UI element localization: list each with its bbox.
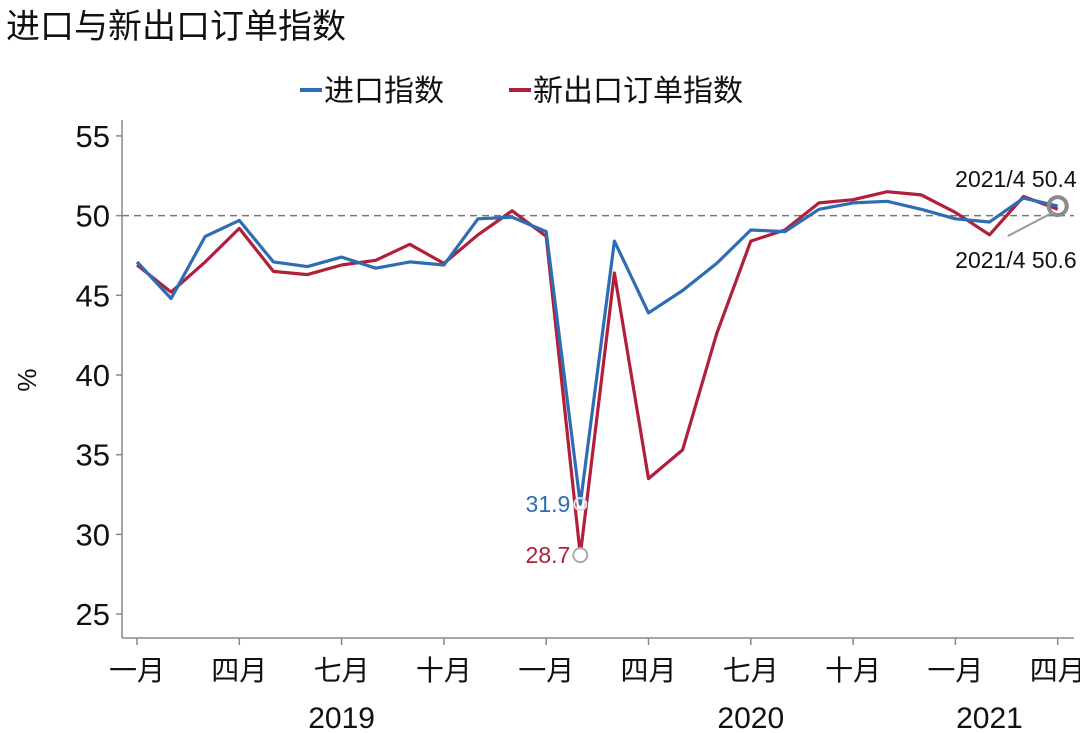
- min-marker-import: [573, 497, 588, 512]
- legend-label-import: 进口指数: [324, 74, 444, 109]
- year-label: 2020: [717, 702, 784, 733]
- x-tick-label: 七月: [314, 654, 370, 687]
- y-tick-label: 55: [76, 119, 110, 154]
- annotation-import-last: 2021/4 50.6: [955, 247, 1077, 273]
- y-tick-label: 45: [76, 278, 110, 313]
- legend-label-export: 新出口订单指数: [533, 74, 743, 109]
- series-line-export: [136, 190, 1059, 557]
- annotation-export-last: 2021/4 50.4: [955, 166, 1077, 192]
- x-tick-label: 十月: [416, 654, 472, 687]
- x-tick-label: 四月: [620, 654, 676, 687]
- y-tick-label: 50: [76, 199, 110, 234]
- annotation-export-min: 28.7: [526, 542, 571, 568]
- year-label: 2021: [956, 702, 1023, 733]
- x-tick-label: 一月: [518, 654, 574, 687]
- x-tick-label: 四月: [1030, 654, 1080, 687]
- x-tick-label: 一月: [927, 654, 983, 687]
- x-tick-label: 四月: [211, 654, 267, 687]
- chart-title: 进口与新出口订单指数: [6, 7, 346, 47]
- x-tick-label: 七月: [723, 654, 779, 687]
- year-label: 2019: [308, 702, 375, 733]
- y-tick-label: 25: [76, 597, 110, 632]
- min-marker-export: [572, 547, 589, 564]
- x-tick-label: 一月: [109, 654, 165, 687]
- callout-leader-line: [1007, 211, 1055, 237]
- y-tick-label: 30: [76, 517, 110, 552]
- last-point-marker: [1046, 195, 1069, 218]
- y-tick-label: 40: [76, 358, 110, 393]
- annotation-import-min: 31.9: [526, 491, 571, 517]
- y-axis-label: %: [12, 368, 42, 391]
- x-tick-label: 十月: [825, 654, 881, 687]
- plot-area: 25 30 35 40 45 50 55 一月 四月 七月 十月 一月 四月 七月 十月 一月 四月 2019 20…: [76, 119, 1080, 733]
- series-line-import: [135, 196, 1059, 506]
- y-tick-label: 35: [76, 438, 110, 473]
- legend: 进口指数 新出口订单指数: [300, 74, 743, 109]
